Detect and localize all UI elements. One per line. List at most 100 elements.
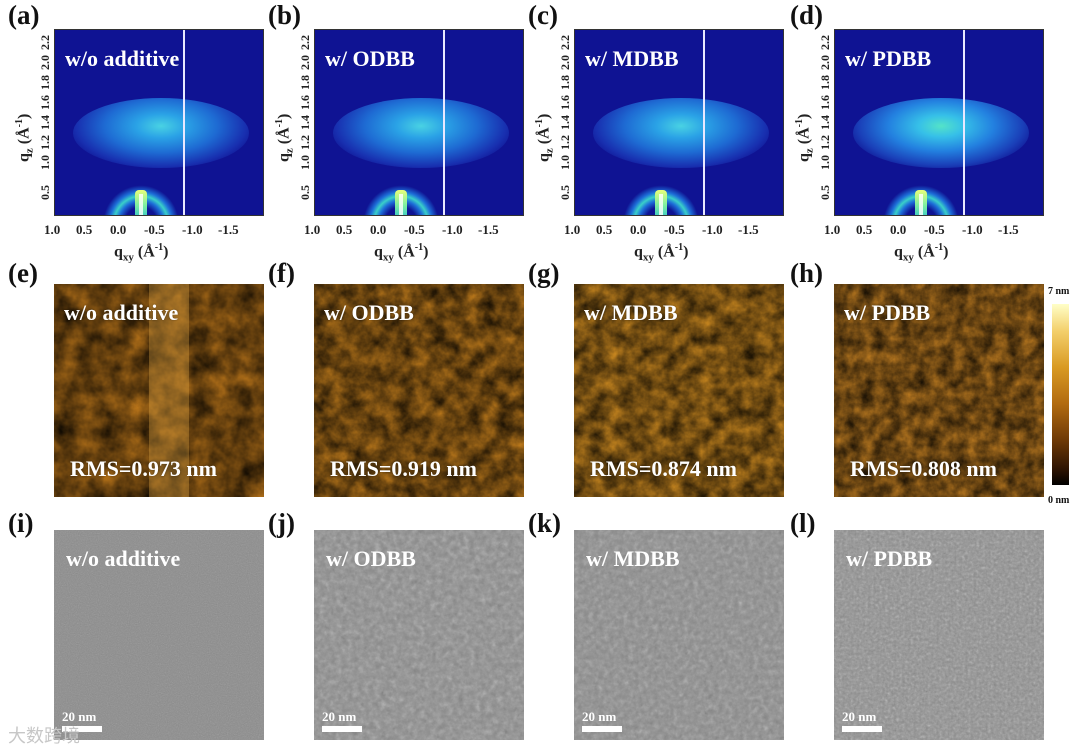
giwaxs-title: w/ MDBB bbox=[585, 46, 679, 71]
scale-bar-label: 20 nm bbox=[322, 709, 357, 724]
x-tick-label: 0.5 bbox=[596, 222, 613, 237]
panel-label-e: (e) bbox=[8, 258, 38, 288]
panel-label-b: (b) bbox=[268, 0, 301, 30]
tem-title: w/o additive bbox=[66, 546, 181, 571]
scale-bar: 20 nm bbox=[62, 709, 102, 732]
afm-image-f: w/ ODBB RMS=0.919 nm bbox=[314, 284, 524, 497]
scale-bar-label: 20 nm bbox=[582, 709, 617, 724]
tem-image-k: w/ MDBB 20 nm bbox=[574, 530, 784, 740]
y-tick-label: 2.2 bbox=[38, 35, 52, 50]
y-tick-label: 1.0 bbox=[298, 155, 312, 170]
x-tick-label: 0.5 bbox=[856, 222, 873, 237]
y-tick-label: 1.6 bbox=[298, 95, 312, 110]
afm-colorbar bbox=[1052, 304, 1069, 485]
y-tick-label: 1.8 bbox=[298, 75, 312, 90]
y-tick-label: 1.4 bbox=[298, 115, 312, 130]
x-tick-label: -1.0 bbox=[182, 222, 203, 237]
tem-image-i: w/o additive 20 nm bbox=[54, 530, 264, 740]
y-tick-label: 1.2 bbox=[38, 135, 52, 150]
afm-image-g: w/ MDBB RMS=0.874 nm bbox=[574, 284, 784, 497]
afm-image-e: w/o additive RMS=0.973 nm bbox=[54, 284, 264, 497]
watermark: 大数跨境 bbox=[8, 726, 80, 747]
afm-image-h: w/ PDBB RMS=0.808 nm bbox=[834, 284, 1044, 497]
x-tick-label: 0.5 bbox=[76, 222, 93, 237]
scale-bar: 20 nm bbox=[842, 709, 882, 732]
rms-value: RMS=0.808 nm bbox=[850, 456, 997, 481]
giwaxs-image-c: w/ MDBB bbox=[574, 29, 784, 216]
afm-texture bbox=[834, 284, 1044, 497]
x-tick-label: -1.5 bbox=[218, 222, 239, 237]
x-tick-label: -0.5 bbox=[404, 222, 425, 237]
afm-title: w/ ODBB bbox=[324, 300, 414, 325]
y-axis-label: qz (Å-1) bbox=[794, 113, 816, 162]
y-tick-label: 1.6 bbox=[38, 95, 52, 110]
giwaxs-image-a: w/o additive bbox=[54, 29, 264, 216]
y-tick-label: 1.2 bbox=[298, 135, 312, 150]
x-tick-label: 0.0 bbox=[110, 222, 127, 237]
y-tick-label: 1.4 bbox=[38, 115, 52, 130]
afm-texture bbox=[314, 284, 524, 497]
x-tick-label: 0.0 bbox=[890, 222, 907, 237]
giwaxs-image-b: w/ ODBB bbox=[314, 29, 524, 216]
y-tick-label: 1.8 bbox=[558, 75, 572, 90]
tem-image-l: w/ PDBB 20 nm bbox=[834, 530, 1044, 740]
x-tick-label: -1.0 bbox=[962, 222, 983, 237]
x-tick-label: -1.5 bbox=[998, 222, 1019, 237]
x-tick-label: 0.0 bbox=[370, 222, 387, 237]
x-tick-label: -0.5 bbox=[144, 222, 165, 237]
y-tick-label: 2.0 bbox=[818, 55, 832, 70]
y-tick-label: 2.0 bbox=[558, 55, 572, 70]
y-tick-label: 1.4 bbox=[818, 115, 832, 130]
y-tick-label: 0.5 bbox=[298, 185, 312, 200]
scale-bar: 20 nm bbox=[322, 709, 362, 732]
y-tick-label: 1.6 bbox=[558, 95, 572, 110]
rms-value: RMS=0.973 nm bbox=[70, 456, 217, 481]
panel-label-g: (g) bbox=[528, 258, 560, 288]
y-tick-label: 1.0 bbox=[558, 155, 572, 170]
giwaxs-image-d: w/ PDBB bbox=[834, 29, 1044, 216]
colorbar-max-label: 7 nm bbox=[1048, 286, 1070, 297]
y-tick-label: 0.5 bbox=[818, 185, 832, 200]
x-tick-label: -0.5 bbox=[924, 222, 945, 237]
panel-label-j: (j) bbox=[268, 508, 295, 538]
y-tick-label: 1.2 bbox=[558, 135, 572, 150]
panel-label-d: (d) bbox=[790, 0, 823, 30]
y-tick-label: 1.4 bbox=[558, 115, 572, 130]
y-tick-label: 1.0 bbox=[38, 155, 52, 170]
y-axis-label: qz (Å-1) bbox=[14, 113, 36, 162]
x-tick-label: 0.5 bbox=[336, 222, 353, 237]
panel-label-i: (i) bbox=[8, 508, 34, 538]
y-tick-label: 2.2 bbox=[818, 35, 832, 50]
giwaxs-title: w/ ODBB bbox=[325, 46, 415, 71]
y-tick-label: 0.5 bbox=[38, 185, 52, 200]
panel-label-c: (c) bbox=[528, 0, 558, 30]
x-tick-label: -1.5 bbox=[478, 222, 499, 237]
x-tick-label: 1.0 bbox=[564, 222, 581, 237]
y-tick-label: 1.6 bbox=[818, 95, 832, 110]
y-tick-label: 1.8 bbox=[818, 75, 832, 90]
afm-texture bbox=[574, 284, 784, 497]
tem-texture bbox=[314, 530, 524, 740]
afm-title: w/ MDBB bbox=[584, 300, 678, 325]
tem-image-j: w/ ODBB 20 nm bbox=[314, 530, 524, 740]
x-tick-label: -1.5 bbox=[738, 222, 759, 237]
giwaxs-title: w/ PDBB bbox=[845, 46, 932, 71]
x-tick-label: 1.0 bbox=[824, 222, 841, 237]
y-tick-label: 2.0 bbox=[38, 55, 52, 70]
panel-label-h: (h) bbox=[790, 258, 823, 288]
tem-texture bbox=[54, 530, 264, 740]
x-tick-label: -1.0 bbox=[442, 222, 463, 237]
tem-title: w/ MDBB bbox=[586, 546, 680, 571]
x-tick-label: -1.0 bbox=[702, 222, 723, 237]
y-tick-label: 2.2 bbox=[298, 35, 312, 50]
panel-label-a: (a) bbox=[8, 0, 40, 30]
tem-texture bbox=[574, 530, 784, 740]
y-tick-label: 1.2 bbox=[818, 135, 832, 150]
x-tick-label: 1.0 bbox=[304, 222, 321, 237]
y-axis-label: qz (Å-1) bbox=[274, 113, 296, 162]
panel-label-f: (f) bbox=[268, 258, 295, 288]
y-tick-label: 0.5 bbox=[558, 185, 572, 200]
y-tick-label: 1.0 bbox=[818, 155, 832, 170]
afm-texture bbox=[54, 284, 264, 497]
x-axis-label: qxy (Å-1) bbox=[894, 242, 949, 264]
